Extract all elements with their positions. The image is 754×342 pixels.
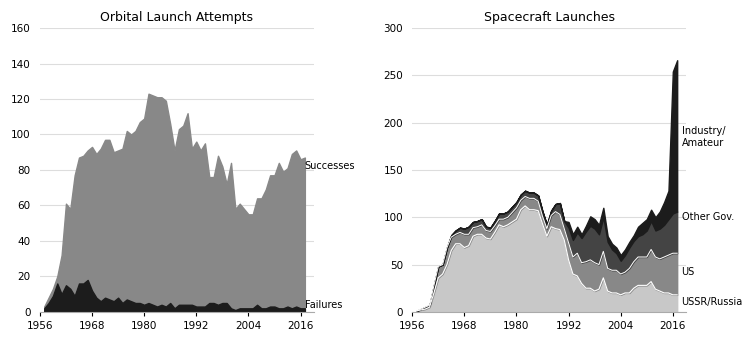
Title: Orbital Launch Attempts: Orbital Launch Attempts: [100, 11, 253, 24]
Text: Successes: Successes: [305, 161, 355, 171]
Title: Spacecraft Launches: Spacecraft Launches: [483, 11, 615, 24]
Text: Failures: Failures: [305, 300, 342, 310]
Text: Other Gov.: Other Gov.: [682, 212, 734, 222]
Text: Industry/
Amateur: Industry/ Amateur: [682, 126, 725, 148]
Text: USSR/Russia: USSR/Russia: [682, 298, 743, 307]
Text: US: US: [682, 267, 694, 277]
